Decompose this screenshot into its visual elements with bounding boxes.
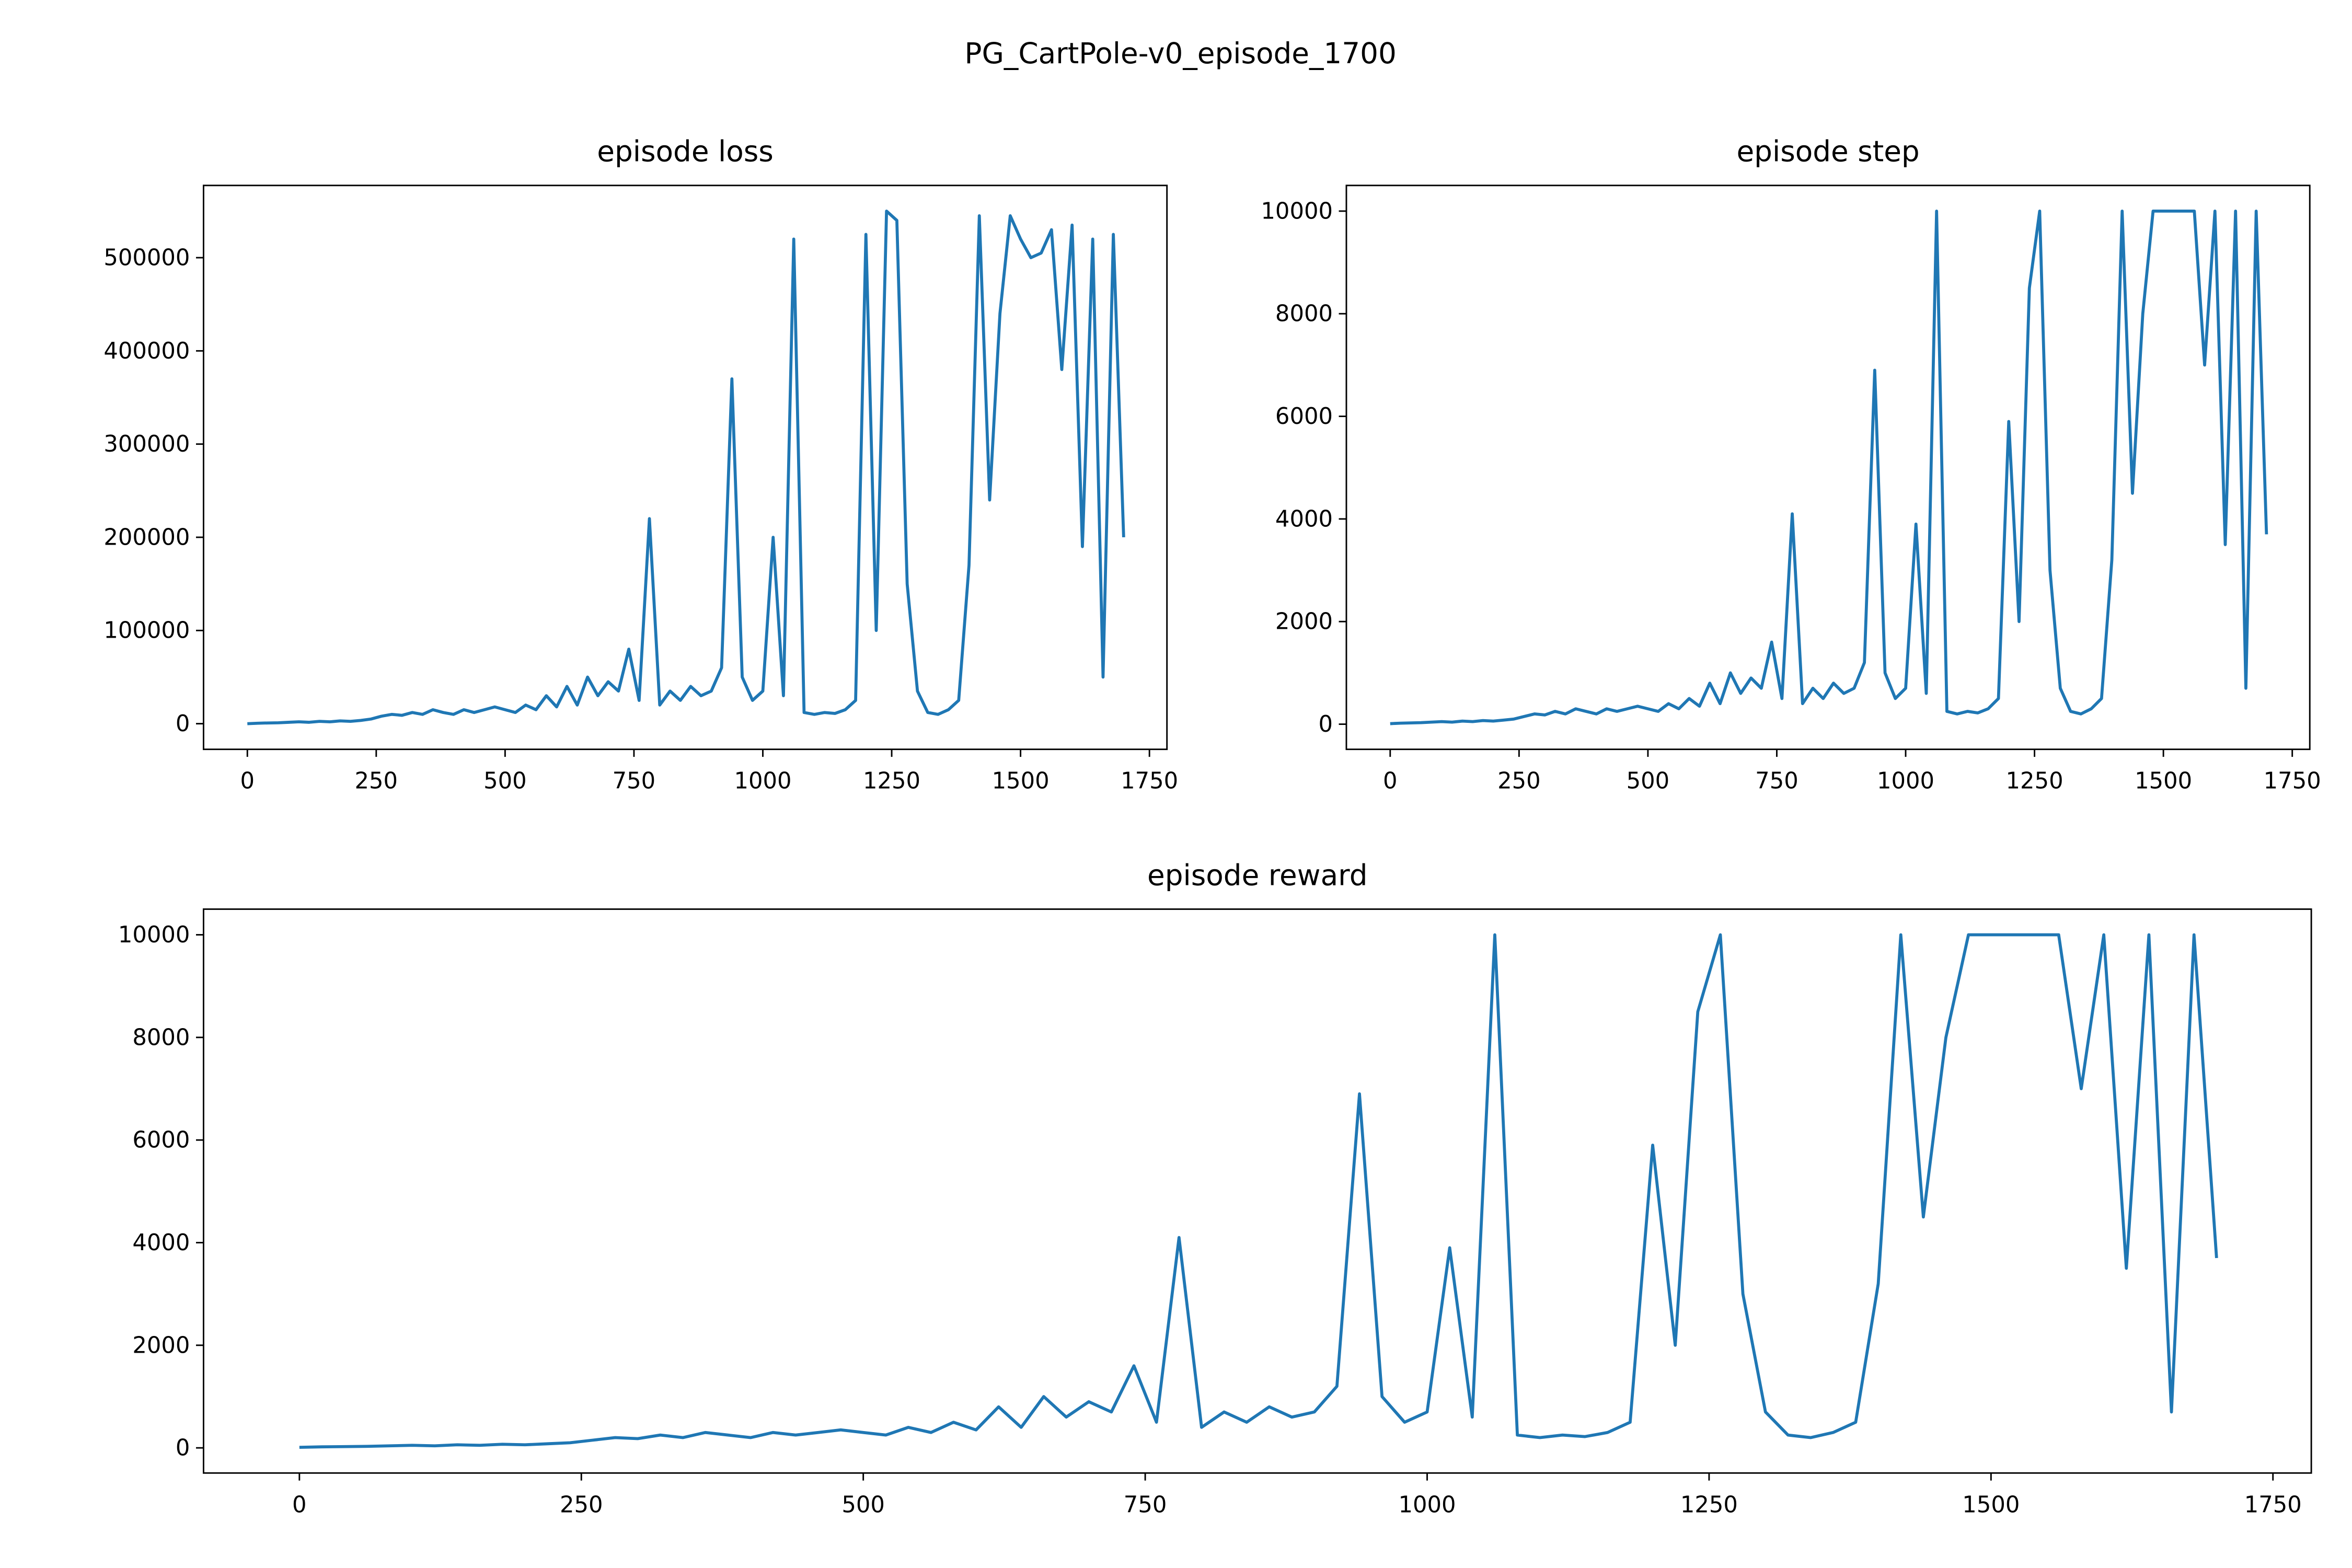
y-tick-label: 10000 <box>118 922 190 948</box>
y-tick-label: 8000 <box>132 1024 190 1051</box>
x-tick-label: 1500 <box>992 768 1050 794</box>
data-line <box>1390 210 2268 725</box>
x-tick-label: 1250 <box>863 768 920 794</box>
x-tick-label: 250 <box>560 1492 603 1518</box>
x-tick-label: 250 <box>1497 768 1541 794</box>
x-tick-label: 750 <box>613 768 656 794</box>
x-tick-label: 500 <box>483 768 527 794</box>
y-tick-label: 500000 <box>103 245 190 271</box>
y-tick-label: 4000 <box>1275 506 1333 532</box>
x-tick-label: 750 <box>1124 1492 1167 1518</box>
axes-frame <box>202 185 1168 751</box>
x-tick-label: 0 <box>240 768 255 794</box>
subplot-title: episode loss <box>597 135 774 168</box>
y-tick-label: 2000 <box>1275 609 1333 635</box>
x-tick-label: 0 <box>292 1492 307 1518</box>
y-tick-label: 400000 <box>103 338 190 364</box>
y-tick-label: 8000 <box>1275 301 1333 327</box>
subplot-title: episode step <box>1736 135 1919 168</box>
x-tick-label: 1750 <box>2244 1492 2302 1518</box>
y-tick-label: 10000 <box>1261 198 1333 224</box>
axes-frame <box>202 908 2312 1474</box>
y-tick-label: 4000 <box>132 1230 190 1256</box>
y-tick-label: 6000 <box>1275 403 1333 430</box>
y-tick-label: 2000 <box>132 1332 190 1358</box>
x-tick-label: 1500 <box>2135 768 2192 794</box>
x-tick-label: 1000 <box>734 768 791 794</box>
x-tick-label: 0 <box>1383 768 1398 794</box>
x-tick-label: 1750 <box>1121 768 1178 794</box>
x-tick-label: 250 <box>355 768 398 794</box>
data-line <box>299 933 2218 1449</box>
x-tick-label: 1000 <box>1398 1492 1456 1518</box>
y-tick-label: 100000 <box>103 618 190 644</box>
x-tick-label: 500 <box>841 1492 885 1518</box>
y-tick-label: 200000 <box>103 524 190 550</box>
subplot-title: episode reward <box>1147 858 1368 892</box>
x-tick-label: 500 <box>1627 768 1670 794</box>
y-tick-label: 0 <box>176 1435 190 1461</box>
y-tick-label: 0 <box>176 711 190 737</box>
y-tick-label: 300000 <box>103 431 190 457</box>
x-tick-label: 1750 <box>2264 768 2321 794</box>
x-tick-label: 1250 <box>2006 768 2063 794</box>
figure-title: PG_CartPole-v0_episode_1700 <box>964 37 1396 70</box>
axes-frame <box>1345 185 2311 751</box>
x-tick-label: 1000 <box>1877 768 1934 794</box>
x-tick-label: 1250 <box>1680 1492 1738 1518</box>
x-tick-label: 1500 <box>1962 1492 2020 1518</box>
y-tick-label: 0 <box>1318 711 1333 737</box>
x-tick-label: 750 <box>1755 768 1798 794</box>
y-tick-label: 6000 <box>132 1127 190 1154</box>
data-line <box>247 209 1125 725</box>
